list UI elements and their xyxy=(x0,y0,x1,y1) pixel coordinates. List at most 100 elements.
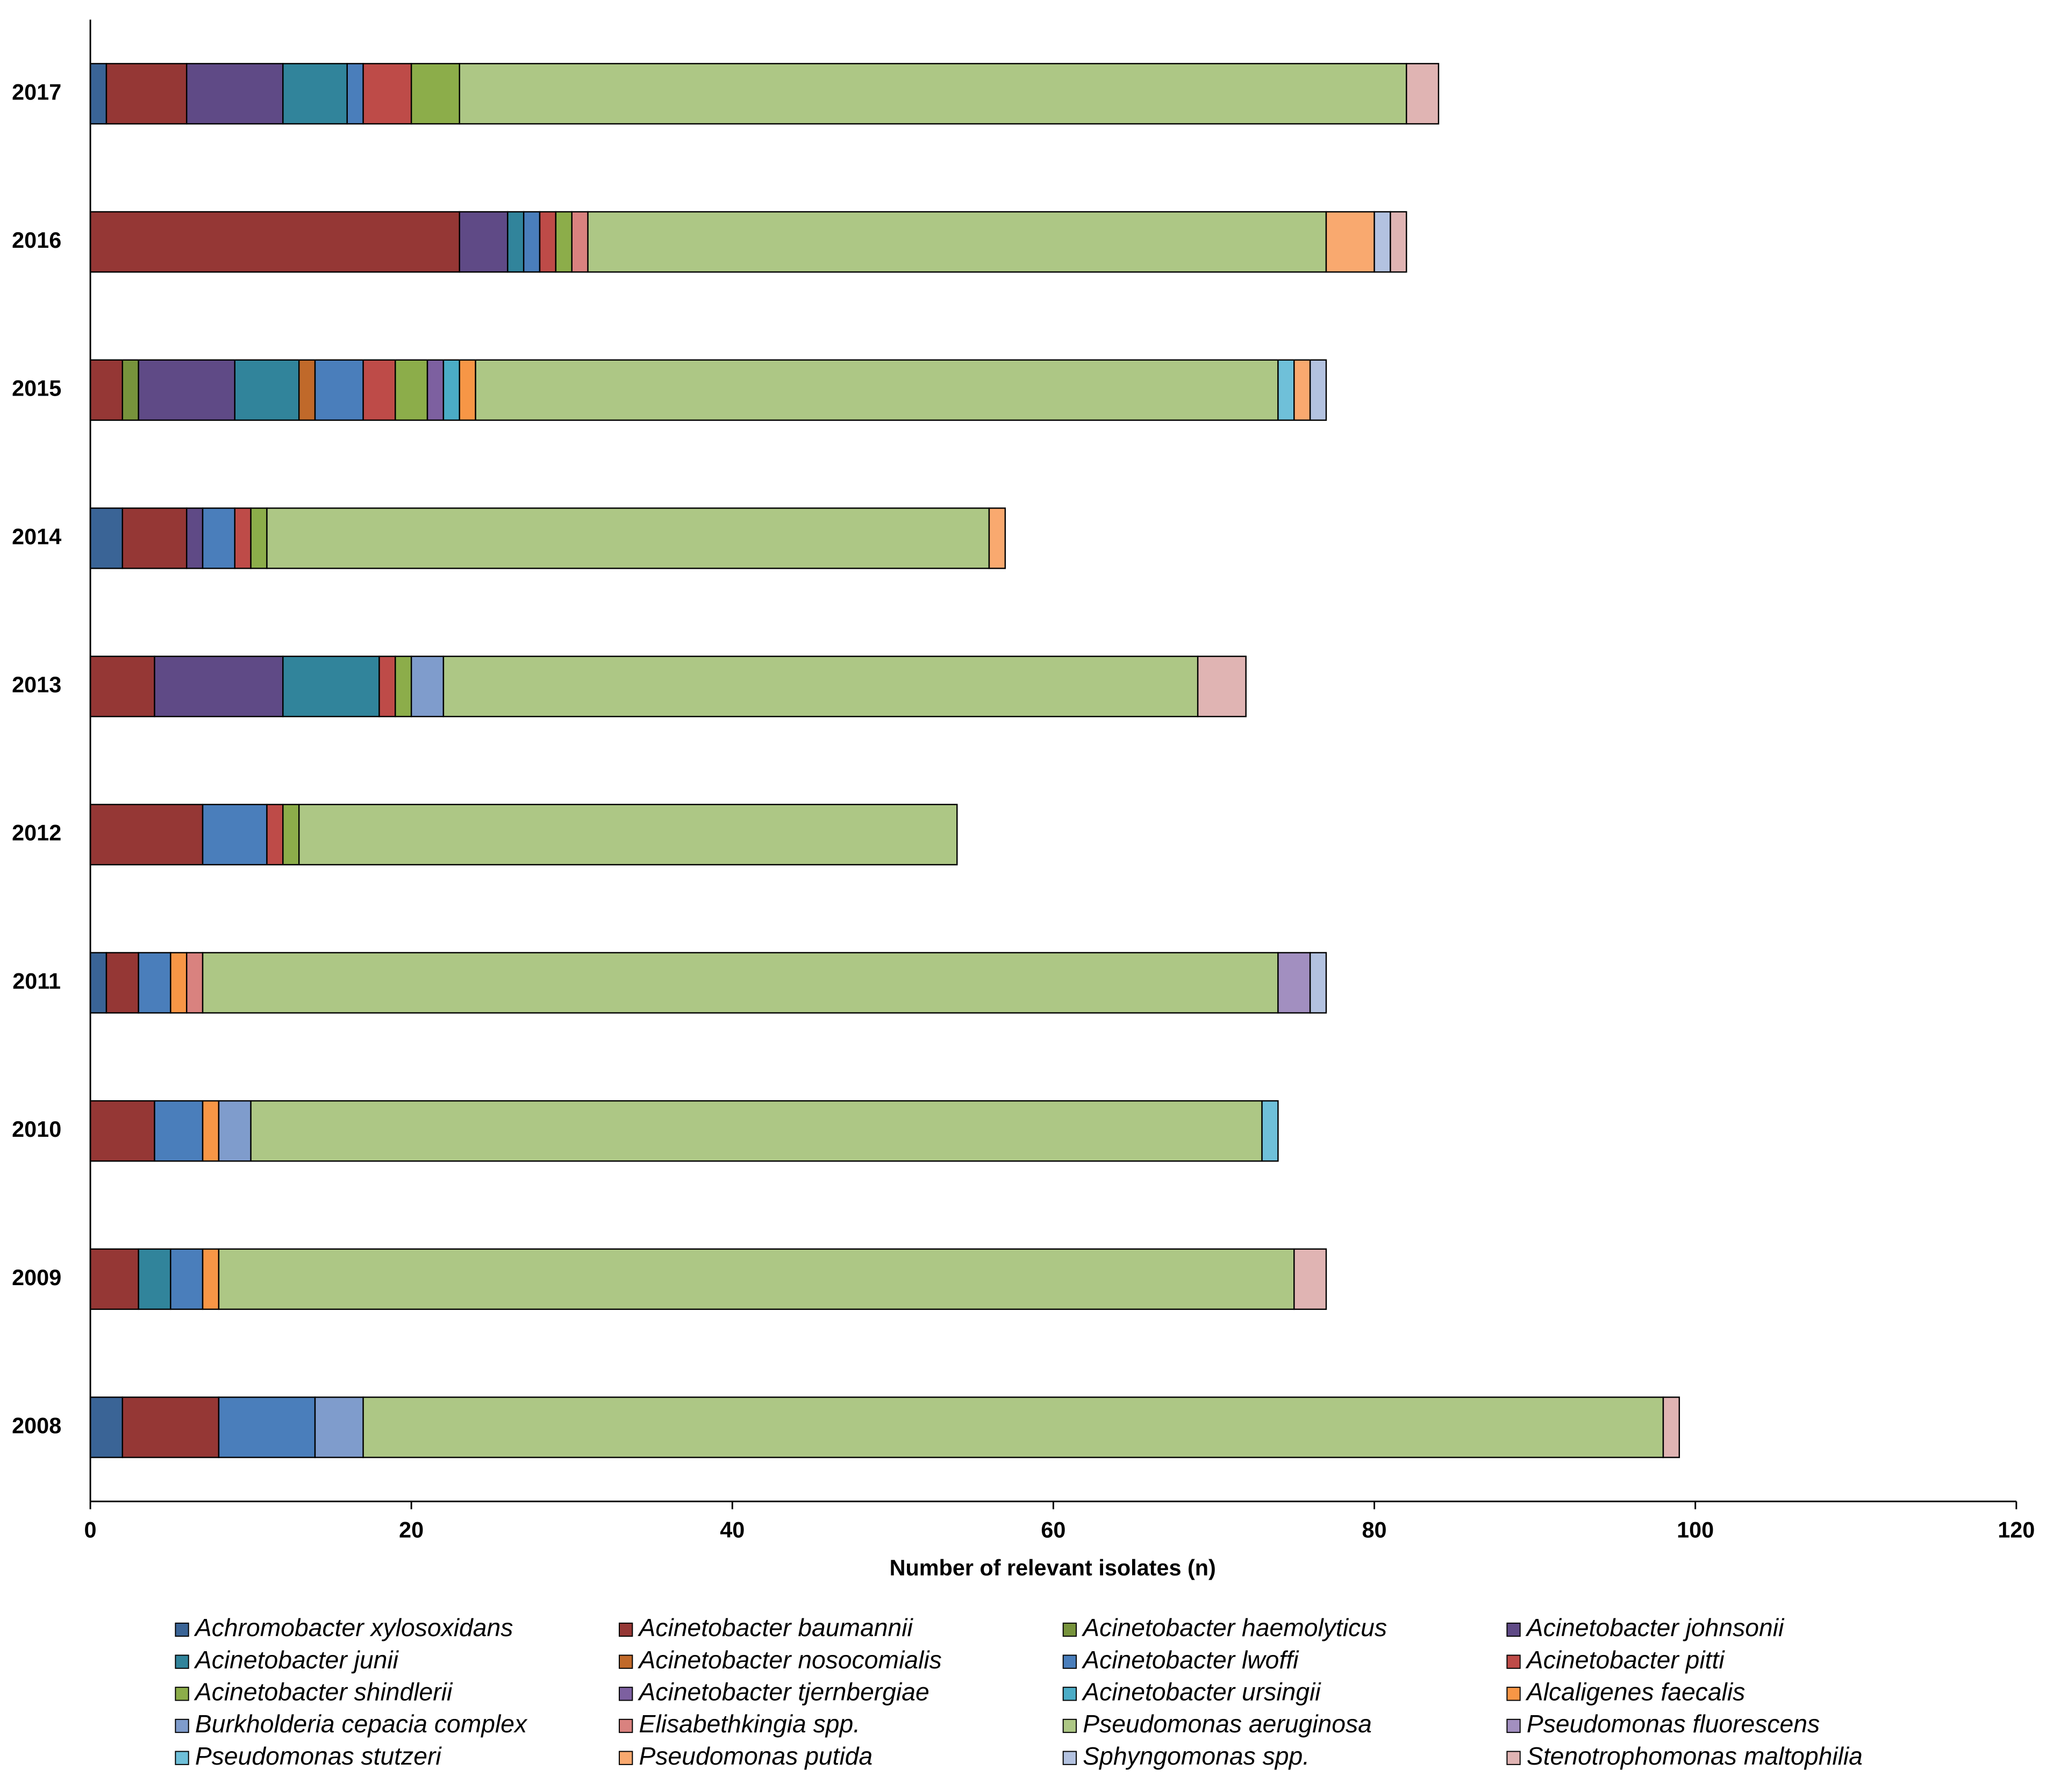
bar-segment xyxy=(507,211,525,273)
legend-swatch xyxy=(1062,1622,1077,1637)
bar-segment xyxy=(988,507,1006,569)
bar-segment xyxy=(555,211,573,273)
legend-label: Achromobacter xylosoxidans xyxy=(194,1614,513,1642)
bar-segment xyxy=(442,359,460,421)
bar-segment xyxy=(185,507,204,569)
legend-swatch xyxy=(1506,1622,1521,1637)
legend-label: Sphyngomonas spp. xyxy=(1083,1742,1310,1770)
x-tick-label: 60 xyxy=(1041,1517,1065,1542)
legend-swatch xyxy=(175,1718,189,1733)
bar-segment xyxy=(459,359,476,421)
legend-label: Acinetobacter tjernbergiae xyxy=(638,1678,929,1706)
bar-segment xyxy=(314,1396,364,1458)
x-tick-label: 80 xyxy=(1362,1517,1387,1542)
y-tick-label: 2013 xyxy=(12,672,61,697)
legend-label: Acinetobacter shindlerii xyxy=(194,1678,453,1706)
legend-label: Elisabethkingia spp. xyxy=(639,1710,861,1738)
bar-segment xyxy=(121,507,188,569)
legend-label: Pseudomonas aeruginosa xyxy=(1083,1710,1372,1738)
legend-swatch xyxy=(175,1687,189,1701)
bar-segment xyxy=(266,804,284,866)
legend-swatch xyxy=(619,1718,633,1733)
x-tick-label: 100 xyxy=(1677,1517,1714,1542)
bar-segment xyxy=(202,804,268,866)
bar-segment xyxy=(1325,211,1375,273)
legend-label: Acinetobacter johnsonii xyxy=(1525,1614,1785,1642)
bar-segment xyxy=(234,359,300,421)
bar-segment xyxy=(105,952,139,1014)
bar-segment xyxy=(1374,211,1391,273)
bar-segment xyxy=(378,655,396,718)
x-tick-label: 20 xyxy=(399,1517,424,1542)
bar-segment xyxy=(89,804,204,866)
legend-swatch xyxy=(1062,1687,1077,1701)
legend-swatch xyxy=(619,1751,633,1765)
bar-segment xyxy=(218,1100,252,1162)
bar-segment xyxy=(138,359,235,421)
bar-segment xyxy=(426,359,445,421)
bar-segment xyxy=(1261,1100,1279,1162)
x-tick-label: 40 xyxy=(720,1517,745,1542)
legend-label: Acinetobacter nosocomialis xyxy=(638,1646,942,1674)
bar-segment xyxy=(314,359,364,421)
bar-segment xyxy=(523,211,541,273)
y-tick-label: 2016 xyxy=(12,228,61,253)
bar-segment xyxy=(250,1100,1263,1162)
bar-segment xyxy=(571,211,589,273)
bar-segment xyxy=(282,63,348,125)
bar-segment xyxy=(89,63,108,125)
legend-swatch xyxy=(1506,1718,1521,1733)
bar-segment xyxy=(475,359,1279,421)
bar-segment xyxy=(1406,63,1440,125)
bar-segment xyxy=(185,63,284,125)
bar-segment xyxy=(1293,1248,1327,1310)
bar-segment xyxy=(298,804,958,866)
bar-segment xyxy=(1309,359,1327,421)
legend-swatch xyxy=(619,1654,633,1669)
bar-segment xyxy=(1390,211,1407,273)
bar-segment xyxy=(202,1100,220,1162)
y-tick-label: 2009 xyxy=(12,1265,61,1290)
legend-label: Pseudomonas fluorescens xyxy=(1527,1710,1820,1738)
bar-segment xyxy=(1277,952,1311,1014)
bar-segment xyxy=(89,359,123,421)
bar-segment xyxy=(202,507,235,569)
bar-segment xyxy=(218,1396,316,1458)
bar-segment xyxy=(266,507,990,569)
legend-label: Acinetobacter haemolyticus xyxy=(1081,1614,1387,1642)
bar-segment xyxy=(170,952,188,1014)
legend-label: Acinetobacter ursingii xyxy=(1081,1678,1321,1706)
legend-label: Acinetobacter baumannii xyxy=(638,1614,914,1642)
bar-segment xyxy=(1662,1396,1680,1458)
bar-segment xyxy=(362,1396,1664,1458)
legend-swatch xyxy=(1062,1718,1077,1733)
legend-swatch xyxy=(175,1654,189,1669)
bar-segment xyxy=(154,655,284,718)
bar-segment xyxy=(282,804,300,866)
bar-segment xyxy=(89,655,155,718)
legend-label: Burkholderia cepacia complex xyxy=(195,1710,528,1738)
bar-segment xyxy=(89,952,108,1014)
x-tick-label: 0 xyxy=(84,1517,97,1542)
bar-segment xyxy=(410,655,445,718)
y-tick-label: 2010 xyxy=(12,1117,61,1142)
bar-segment xyxy=(346,63,364,125)
legend-swatch xyxy=(175,1751,189,1765)
bar-segment xyxy=(170,1248,204,1310)
x-axis-label: Number of relevant isolates (n) xyxy=(890,1556,1216,1580)
bar-segment xyxy=(202,1248,220,1310)
bar-segment xyxy=(121,1396,220,1458)
y-tick-label: 2008 xyxy=(12,1413,61,1438)
bar-segment xyxy=(395,359,428,421)
legend-label: Pseudomonas putida xyxy=(639,1742,873,1770)
bar-segment xyxy=(89,1248,139,1310)
legend-label: Acinetobacter lwoffi xyxy=(1081,1646,1299,1674)
legend-swatch xyxy=(619,1622,633,1637)
bar-segment xyxy=(234,507,252,569)
bar-segment xyxy=(89,211,460,273)
bar-segment xyxy=(395,655,412,718)
legend-swatch xyxy=(1062,1751,1077,1765)
bar-segment xyxy=(105,63,188,125)
bar-segment xyxy=(282,655,380,718)
